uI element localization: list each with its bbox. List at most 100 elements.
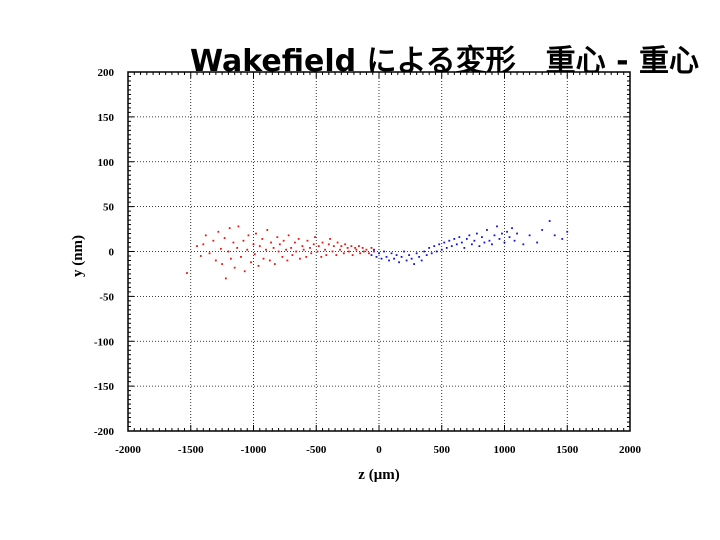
y-tick-label: 50	[103, 202, 115, 214]
blue-data-point	[501, 232, 503, 235]
red-data-point	[208, 252, 211, 255]
red-data-point	[344, 243, 347, 246]
blue-data-point	[481, 236, 483, 239]
x-tick-label: 1500	[556, 444, 579, 456]
red-data-point	[214, 259, 217, 262]
blue-data-point	[393, 257, 395, 260]
blue-data-point	[403, 250, 405, 253]
red-data-point	[368, 252, 370, 255]
red-data-point	[253, 253, 256, 256]
red-data-point	[327, 243, 330, 246]
red-data-point	[317, 245, 320, 248]
red-data-point	[286, 259, 289, 262]
red-data-point	[240, 255, 242, 258]
blue-data-point	[503, 241, 506, 244]
y-tick-label: 100	[98, 157, 115, 169]
blue-data-point	[408, 254, 411, 256]
blue-data-point	[425, 254, 428, 256]
red-data-point	[255, 232, 257, 235]
blue-data-point	[478, 245, 481, 248]
red-data-point	[224, 277, 227, 280]
red-data-point	[246, 248, 249, 251]
red-data-point	[261, 238, 264, 240]
x-tick-label: -2000	[115, 444, 141, 456]
blue-data-point	[433, 245, 436, 248]
y-tick-label: -200	[94, 426, 115, 438]
red-data-point	[282, 239, 285, 242]
red-data-point	[233, 266, 236, 269]
blue-data-point	[420, 259, 423, 262]
blue-data-point	[430, 252, 433, 255]
red-data-point	[301, 245, 304, 248]
red-data-point	[265, 248, 267, 251]
red-data-point	[312, 243, 315, 246]
blue-data-point	[385, 255, 388, 258]
blue-data-point	[370, 254, 373, 256]
red-data-point	[359, 252, 362, 255]
red-data-point	[278, 243, 281, 246]
blue-data-point	[378, 252, 380, 255]
red-data-point	[339, 248, 341, 251]
red-data-point	[336, 241, 339, 244]
blue-data-point	[375, 255, 378, 258]
x-tick-label: -1500	[178, 444, 204, 456]
blue-data-point	[415, 252, 418, 255]
blue-data-point	[566, 230, 569, 233]
red-data-point	[219, 247, 222, 250]
red-data-point	[314, 236, 316, 239]
minor-ticks	[127, 71, 631, 432]
blue-data-point	[493, 234, 496, 237]
blue-data-point	[541, 229, 544, 231]
red-data-point	[204, 234, 207, 237]
blue-data-point	[413, 263, 416, 265]
blue-data-point	[561, 238, 564, 240]
blue-data-point	[450, 245, 453, 248]
red-data-point	[355, 248, 358, 251]
red-data-point	[347, 250, 350, 253]
red-data-point	[227, 250, 230, 253]
red-data-point	[221, 263, 224, 265]
red-data-point	[262, 257, 265, 260]
blue-data-point	[455, 243, 458, 246]
red-data-point	[247, 234, 250, 237]
blue-data-point	[405, 259, 408, 262]
red-data-point	[230, 257, 232, 260]
red-data-point	[331, 250, 334, 253]
red-data-point	[212, 239, 215, 242]
red-data-point	[324, 248, 326, 251]
blue-data-point	[388, 259, 390, 262]
x-axis-label: z (μm)	[358, 467, 399, 483]
red-data-point	[276, 236, 279, 239]
blue-data-point	[448, 239, 451, 242]
red-data-point	[302, 248, 305, 251]
blue-data-point	[458, 236, 461, 239]
blue-data-point	[528, 234, 531, 237]
blue-data-point	[506, 230, 508, 233]
blue-data-point	[383, 250, 385, 253]
red-data-point	[350, 245, 353, 248]
x-tick-label: 1000	[494, 444, 517, 456]
x-tick-label: 2000	[619, 444, 642, 456]
red-data-point	[291, 254, 294, 256]
red-data-point	[232, 241, 235, 244]
x-tick-labels: -2000 -1500 -1000 -500 0 500 1000 1500 2000	[115, 444, 641, 456]
blue-data-point	[483, 241, 486, 244]
red-data-point	[365, 248, 368, 251]
blue-data-point	[445, 247, 448, 249]
blue-data-point	[486, 229, 488, 231]
red-data-point	[186, 272, 188, 274]
blue-data-point	[496, 225, 498, 228]
x-tick-label: 0	[376, 444, 382, 456]
blue-data-point	[498, 238, 501, 240]
red-data-point	[373, 250, 375, 253]
blue-data-point	[536, 241, 539, 244]
red-data-point	[340, 245, 343, 248]
red-data-point	[329, 238, 331, 240]
red-data-point	[297, 238, 300, 240]
blue-data-point	[511, 227, 513, 230]
blue-data-point	[410, 257, 413, 260]
red-data-point	[354, 247, 357, 249]
red-data-point	[281, 255, 284, 258]
red-data-point	[257, 264, 260, 267]
